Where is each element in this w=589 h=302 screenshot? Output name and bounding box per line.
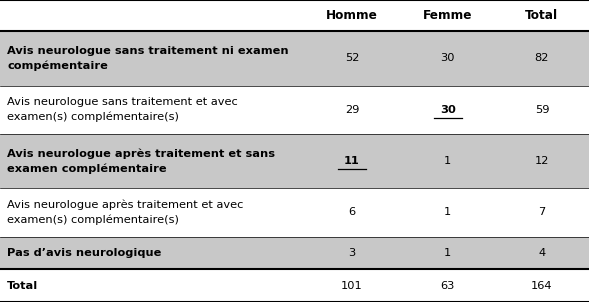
Text: 6: 6: [348, 207, 356, 217]
Text: 30: 30: [441, 53, 455, 63]
Bar: [0, 188, 589, 237]
Text: 59: 59: [535, 105, 549, 115]
Text: Total: Total: [525, 9, 558, 22]
Bar: [0, 237, 589, 269]
Text: 11: 11: [344, 156, 360, 166]
Text: Avis neurologue sans traitement et avec
examen(s) complémentaire(s): Avis neurologue sans traitement et avec …: [7, 97, 238, 122]
Text: 101: 101: [341, 281, 363, 291]
Text: Avis neurologue sans traitement ni examen
compémentaire: Avis neurologue sans traitement ni exame…: [7, 46, 289, 71]
Text: 7: 7: [538, 207, 545, 217]
Text: 4: 4: [538, 248, 545, 258]
Text: 30: 30: [440, 105, 455, 115]
Text: 52: 52: [345, 53, 359, 63]
Text: 3: 3: [348, 248, 356, 258]
Bar: [0, 31, 589, 86]
Text: Femme: Femme: [423, 9, 472, 22]
Text: Total: Total: [7, 281, 38, 291]
Text: 82: 82: [535, 53, 549, 63]
Bar: [0, 134, 589, 188]
Text: Homme: Homme: [326, 9, 378, 22]
Bar: [0, 86, 589, 134]
Bar: [0, 269, 589, 302]
Text: 164: 164: [531, 281, 552, 291]
Text: 63: 63: [441, 281, 455, 291]
Text: 1: 1: [444, 248, 451, 258]
Bar: [0, 0, 589, 31]
Text: Pas d’avis neurologique: Pas d’avis neurologique: [7, 248, 161, 258]
Text: Avis neurologue après traitement et sans
examen complémentaire: Avis neurologue après traitement et sans…: [7, 149, 275, 174]
Text: 12: 12: [535, 156, 549, 166]
Text: 29: 29: [345, 105, 359, 115]
Text: 1: 1: [444, 207, 451, 217]
Text: 1: 1: [444, 156, 451, 166]
Text: Avis neurologue après traitement et avec
examen(s) complémentaire(s): Avis neurologue après traitement et avec…: [7, 200, 243, 225]
